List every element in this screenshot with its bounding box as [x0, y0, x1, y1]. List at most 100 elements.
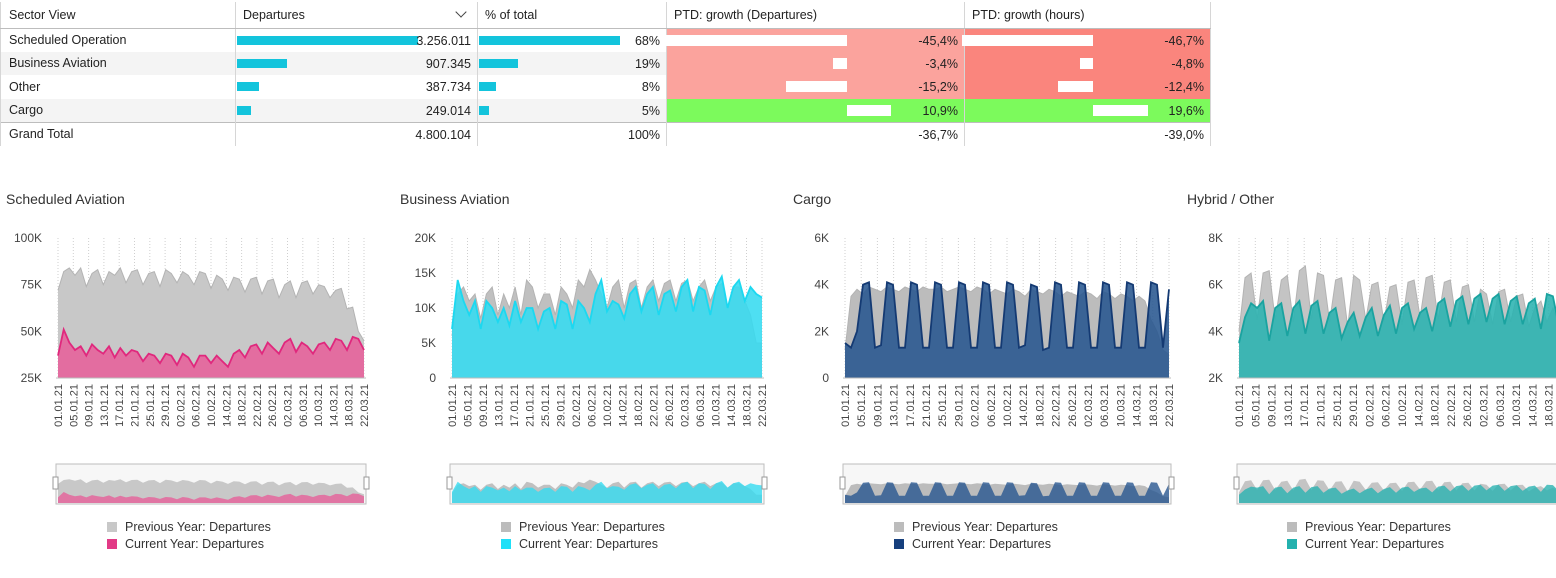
- table-row[interactable]: Cargo 249.014 5% 10,9% 19,6%: [0, 98, 1211, 122]
- legend-item-current[interactable]: Current Year: Departures: [501, 535, 665, 552]
- x-tick-label: 10.02.21: [1002, 384, 1014, 427]
- legend-item-previous[interactable]: Previous Year: Departures: [894, 518, 1058, 535]
- x-tick-label: 06.02.21: [986, 384, 998, 427]
- x-tick-label: 14.02.21: [618, 384, 630, 427]
- x-tick-label: 17.01.21: [114, 384, 126, 427]
- growth-departures-value: -3,4%: [925, 56, 958, 71]
- x-tick-label: 06.02.21: [587, 384, 599, 427]
- navigator-handle-left[interactable]: [52, 476, 59, 490]
- header-growth-hours-label: PTD: growth (hours): [972, 8, 1085, 22]
- chart-title: Business Aviation: [400, 191, 510, 207]
- x-tick-label: 05.01.21: [68, 384, 80, 427]
- header-sector-label: Sector View: [9, 8, 76, 22]
- x-tick-label: 17.01.21: [1299, 384, 1311, 427]
- x-tick-label: 22.02.21: [1051, 384, 1063, 427]
- x-tick-label: 18.03.21: [742, 384, 754, 427]
- x-tick-label: 10.02.21: [1397, 384, 1409, 427]
- navigator-handle-right[interactable]: [363, 476, 370, 490]
- x-tick-label: 17.01.21: [905, 384, 917, 427]
- x-tick-label: 18.02.21: [1430, 384, 1442, 427]
- legend-item-previous[interactable]: Previous Year: Departures: [107, 518, 271, 535]
- growth-hours-cell: -46,7%: [962, 28, 1211, 52]
- header-sector[interactable]: Sector View: [0, 2, 236, 29]
- pct-cell: 19%: [477, 51, 667, 75]
- departures-bar: [237, 82, 259, 91]
- departures-value: 3.256.011: [416, 33, 471, 48]
- navigator-current-area: [452, 481, 762, 503]
- total-growth-departures: -36,7%: [918, 127, 958, 142]
- sector-label: Cargo: [9, 103, 44, 117]
- total-departures-cell: 4.800.104: [235, 121, 478, 146]
- chart-hybrid: 8K 6K 4K 2K 01.01.21 05.01.21 09.01.21 13.01.21…: [1208, 231, 1556, 505]
- x-tick-label: 21.01.21: [921, 384, 933, 427]
- departures-bar: [237, 35, 418, 45]
- x-tick-label: 14.02.21: [1018, 384, 1030, 427]
- header-growth-departures[interactable]: PTD: growth (Departures): [666, 2, 965, 29]
- x-tick-label: 13.01.21: [99, 384, 111, 427]
- legend-item-previous[interactable]: Previous Year: Departures: [501, 518, 665, 535]
- x-tick-label: 06.02.21: [1381, 384, 1393, 427]
- x-tick-label: 09.01.21: [872, 384, 884, 427]
- growth-departures-cell: -15,2%: [666, 75, 965, 99]
- sector-label: Other: [9, 79, 41, 94]
- pct-cell: 5%: [477, 98, 667, 122]
- x-tick-label: 10.03.21: [1511, 384, 1523, 427]
- departures-value: 387.734: [425, 80, 471, 94]
- departures-cell: 249.014: [235, 98, 478, 122]
- y-tick-label: 75K: [21, 278, 42, 292]
- table-row[interactable]: Scheduled Operation 3.256.011 68% -45,4% -46…: [0, 28, 1211, 52]
- navigator-handle-left[interactable]: [446, 476, 453, 490]
- pct-cell: 8%: [477, 75, 667, 99]
- x-tick-label: 02.02.21: [970, 384, 982, 427]
- x-tick-label: 02.03.21: [283, 384, 295, 427]
- legend-swatch: [1287, 521, 1297, 532]
- x-tick-label: 14.03.21: [328, 384, 340, 427]
- legend-item-current[interactable]: Current Year: Departures: [1287, 535, 1451, 552]
- x-tick-label: 06.03.21: [298, 384, 310, 427]
- total-departures: 4.800.104: [415, 127, 471, 142]
- header-departures[interactable]: Departures: [235, 2, 478, 29]
- x-tick-label: 14.03.21: [726, 384, 738, 427]
- table-row[interactable]: Business Aviation 907.345 19% -3,4% -4,8%: [0, 51, 1211, 75]
- legend-swatch: [1287, 538, 1297, 549]
- current-year-area: [1239, 294, 1556, 378]
- pct-value: 19%: [634, 56, 660, 71]
- departures-bar: [237, 105, 251, 115]
- pct-value: 8%: [641, 80, 660, 94]
- legend-label: Current Year: Departures: [1305, 536, 1444, 551]
- sector-cell: Business Aviation: [0, 51, 236, 75]
- header-growth-departures-label: PTD: growth (Departures): [674, 8, 818, 22]
- growth-hours-value: -12,4%: [1164, 80, 1204, 94]
- navigator-handle-left[interactable]: [1233, 476, 1240, 490]
- growth-hours-bar: [962, 34, 1093, 46]
- legend-item-previous[interactable]: Previous Year: Departures: [1287, 518, 1451, 535]
- header-departures-label: Departures: [243, 8, 305, 22]
- legend-item-current[interactable]: Current Year: Departures: [107, 535, 271, 552]
- y-tick-label: 15K: [415, 266, 436, 280]
- y-tick-label: 6K: [1208, 278, 1223, 292]
- header-pct[interactable]: % of total: [477, 2, 667, 29]
- growth-hours-cell: 19,6%: [964, 98, 1211, 122]
- legend-label: Current Year: Departures: [912, 536, 1051, 551]
- legend-item-current[interactable]: Current Year: Departures: [894, 535, 1058, 552]
- header-growth-hours[interactable]: PTD: growth (hours): [964, 2, 1211, 29]
- chevron-down-icon[interactable]: [455, 6, 467, 18]
- x-tick-label: 26.02.21: [1462, 384, 1474, 427]
- x-tick-label: 25.01.21: [1332, 384, 1344, 427]
- departures-cell: 3.256.011: [235, 28, 478, 52]
- navigator-handle-left[interactable]: [839, 476, 846, 490]
- y-tick-label: 4K: [814, 278, 829, 292]
- previous-year-line: [57, 266, 365, 341]
- chart-scheduled: 100K 75K 50K 25K 01.01.21 05.01.21 09.01.21 13.…: [14, 231, 371, 505]
- total-growth-departures-cell: -36,7%: [666, 121, 965, 146]
- x-tick-label: 05.01.21: [1250, 384, 1262, 427]
- navigator-handle-right[interactable]: [761, 476, 768, 490]
- x-tick-label: 18.02.21: [237, 384, 249, 427]
- table-row[interactable]: Other 387.734 8% -15,2% -12,4%: [0, 75, 1211, 99]
- x-tick-label: 18.03.21: [1148, 384, 1160, 427]
- navigator-handle-right[interactable]: [1168, 476, 1175, 490]
- chart-panel-scheduled: 100K 75K 50K 25K 01.01.21 05.01.21 09.01.21 13.…: [0, 186, 393, 566]
- pct-bar: [479, 58, 518, 68]
- chart-panel-hybrid: 8K 6K 4K 2K 01.01.21 05.01.21 09.01.21 13.01.21…: [1181, 186, 1556, 566]
- legend-swatch: [107, 521, 117, 532]
